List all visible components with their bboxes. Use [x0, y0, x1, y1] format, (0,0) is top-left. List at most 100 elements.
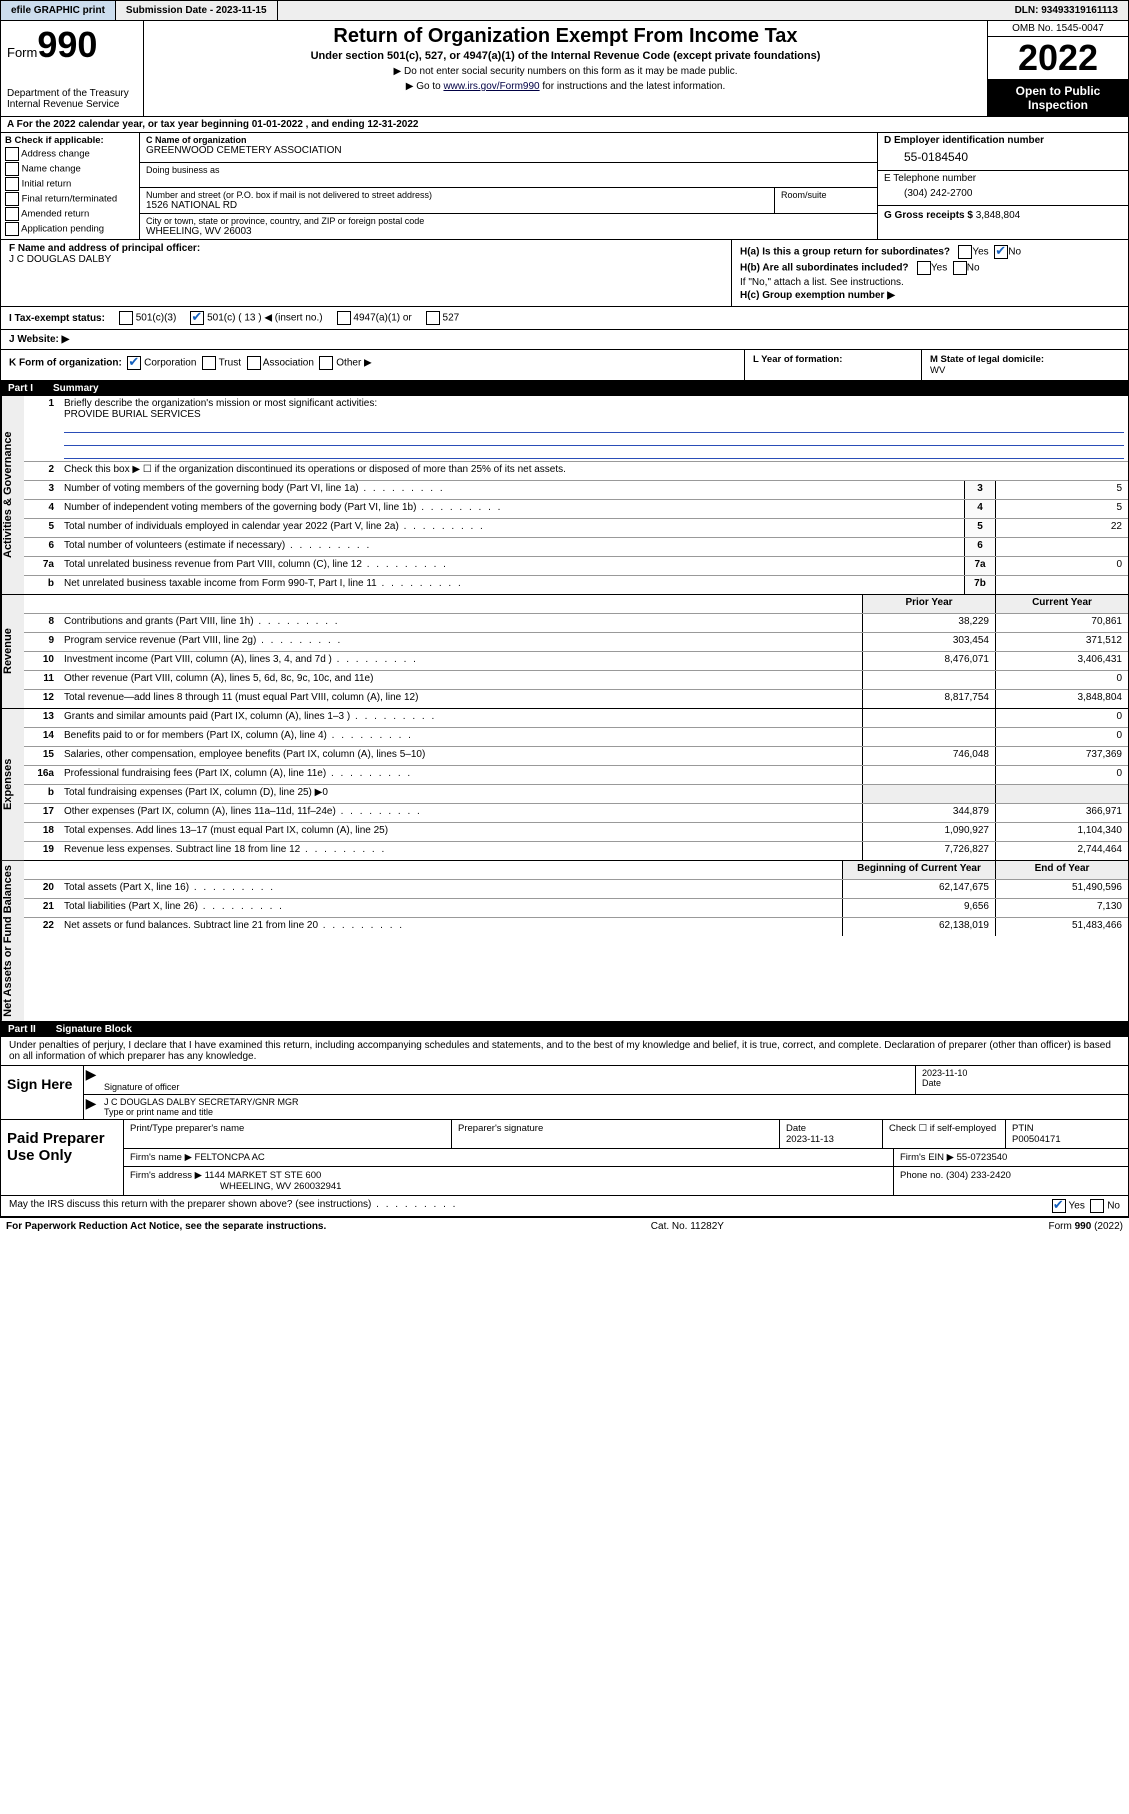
part2-header: Part II Signature Block [0, 1022, 1129, 1037]
ein-value: 55-0184540 [884, 146, 1122, 168]
hb-label: H(b) Are all subordinates included? [740, 263, 909, 274]
cb-final-return[interactable]: Final return/terminated [5, 192, 135, 206]
arrow-icon: ▶ [84, 1095, 98, 1119]
self-employed-check[interactable]: Check ☐ if self-employed [883, 1120, 1006, 1148]
efile-print-button[interactable]: efile GRAPHIC print [1, 1, 116, 20]
l15-prior: 746,048 [862, 747, 995, 765]
tax-year: 2022 [988, 37, 1128, 80]
gross-label: G Gross receipts $ [884, 210, 973, 221]
l22-begin: 62,138,019 [842, 918, 995, 936]
note2-post: for instructions and the latest informat… [540, 81, 726, 92]
footer-mid: Cat. No. 11282Y [651, 1221, 724, 1232]
form-note-1: ▶ Do not enter social security numbers o… [152, 66, 979, 77]
l16b-label: Total fundraising expenses (Part IX, col… [60, 785, 862, 803]
m-value: WV [930, 365, 945, 376]
l11-prior [862, 671, 995, 689]
l5-label: Total number of individuals employed in … [60, 519, 964, 537]
cb-assoc[interactable] [247, 356, 261, 370]
ha-yes: Yes [972, 247, 988, 258]
tab-activities-governance: Activities & Governance [1, 396, 24, 594]
section-revenue: Revenue Prior Year Current Year 8Contrib… [0, 595, 1129, 709]
m-state-domicile: M State of legal domicile: WV [922, 350, 1128, 380]
l10-label: Investment income (Part VIII, column (A)… [60, 652, 862, 670]
type-name-label: Type or print name and title [104, 1107, 1122, 1117]
cb-other[interactable] [319, 356, 333, 370]
cb-527[interactable] [426, 311, 440, 325]
l19-current: 2,744,464 [995, 842, 1128, 860]
form-note-2: ▶ Go to www.irs.gov/Form990 for instruct… [152, 81, 979, 92]
cb-501c[interactable] [190, 311, 204, 325]
sign-here-label: Sign Here [1, 1066, 84, 1119]
cb-4947[interactable] [337, 311, 351, 325]
form-year-box: OMB No. 1545-0047 2022 Open to Public In… [987, 21, 1128, 116]
open-to-public: Open to Public Inspection [988, 80, 1128, 116]
opt-assoc: Association [263, 358, 314, 369]
f-value: J C DOUGLAS DALBY [9, 254, 723, 265]
l15-current: 737,369 [995, 747, 1128, 765]
l13-prior [862, 709, 995, 727]
form-header: Form990 Department of the Treasury Inter… [0, 21, 1129, 117]
section-net-assets: Net Assets or Fund Balances Beginning of… [0, 861, 1129, 1022]
i-label: I Tax-exempt status: [9, 313, 105, 324]
cb-amended-return[interactable]: Amended return [5, 207, 135, 221]
phone-value: (304) 242-2700 [884, 184, 1122, 203]
sig-officer-label: Signature of officer [104, 1082, 909, 1092]
tab-net-assets: Net Assets or Fund Balances [1, 861, 24, 1021]
may-yes-cb[interactable] [1052, 1199, 1066, 1213]
hb-no-cb[interactable] [953, 261, 967, 275]
l21-label: Total liabilities (Part X, line 26) [60, 899, 842, 917]
firm-phone: (304) 233-2420 [946, 1170, 1011, 1181]
l9-prior: 303,454 [862, 633, 995, 651]
l18-current: 1,104,340 [995, 823, 1128, 841]
form990-link[interactable]: www.irs.gov/Form990 [443, 81, 539, 92]
cb-trust[interactable] [202, 356, 216, 370]
l11-current: 0 [995, 671, 1128, 689]
b-label: B Check if applicable: [5, 135, 135, 146]
col-prior-year: Prior Year [862, 595, 995, 613]
l14-current: 0 [995, 728, 1128, 746]
opt-4947: 4947(a)(1) or [353, 313, 411, 324]
may-no-cb[interactable] [1090, 1199, 1104, 1213]
l21-end: 7,130 [995, 899, 1128, 917]
cb-name-change[interactable]: Name change [5, 162, 135, 176]
l12-label: Total revenue—add lines 8 through 11 (mu… [60, 690, 862, 708]
gross-value: 3,848,804 [976, 210, 1021, 221]
note2-pre: ▶ Go to [406, 81, 444, 92]
sig-date: 2023-11-10 [922, 1068, 1122, 1078]
ha-no-cb[interactable] [994, 245, 1008, 259]
l17-prior: 344,879 [862, 804, 995, 822]
l12-current: 3,848,804 [995, 690, 1128, 708]
may-no: No [1107, 1200, 1120, 1211]
l22-label: Net assets or fund balances. Subtract li… [60, 918, 842, 936]
part2-title: Signature Block [56, 1024, 132, 1035]
may-discuss-label: May the IRS discuss this return with the… [9, 1199, 457, 1213]
l-label: L Year of formation: [753, 354, 842, 365]
row-i-tax-status: I Tax-exempt status: 501(c)(3) 501(c) ( … [0, 307, 1129, 330]
f-label: F Name and address of principal officer: [9, 243, 723, 254]
ein-label: D Employer identification number [884, 135, 1122, 146]
l2-label: Check this box ▶ ☐ if the organization d… [60, 462, 1128, 480]
cb-corp[interactable] [127, 356, 141, 370]
footer-left: For Paperwork Reduction Act Notice, see … [6, 1221, 326, 1232]
hb-yes-cb[interactable] [917, 261, 931, 275]
l18-label: Total expenses. Add lines 13–17 (must eq… [60, 823, 862, 841]
page-footer: For Paperwork Reduction Act Notice, see … [0, 1217, 1129, 1235]
l7a-label: Total unrelated business revenue from Pa… [60, 557, 964, 575]
cb-501c3[interactable] [119, 311, 133, 325]
cb-initial-return[interactable]: Initial return [5, 177, 135, 191]
l14-prior [862, 728, 995, 746]
section-expenses: Expenses 13Grants and similar amounts pa… [0, 709, 1129, 861]
principal-officer: F Name and address of principal officer:… [1, 240, 732, 306]
firm-addr1: 1144 MARKET ST STE 600 [205, 1170, 322, 1181]
prep-date: 2023-11-13 [786, 1134, 834, 1145]
cb-address-change[interactable]: Address change [5, 147, 135, 161]
dba-label: Doing business as [146, 165, 871, 175]
phone-label: E Telephone number [884, 173, 1122, 184]
ha-yes-cb[interactable] [958, 245, 972, 259]
cb-application-pending[interactable]: Application pending [5, 222, 135, 236]
opt-501c3: 501(c)(3) [136, 313, 177, 324]
l6-label: Total number of volunteers (estimate if … [60, 538, 964, 556]
l7a-value: 0 [995, 557, 1128, 575]
ha-no: No [1008, 247, 1021, 258]
ha-label: H(a) Is this a group return for subordin… [740, 247, 950, 258]
